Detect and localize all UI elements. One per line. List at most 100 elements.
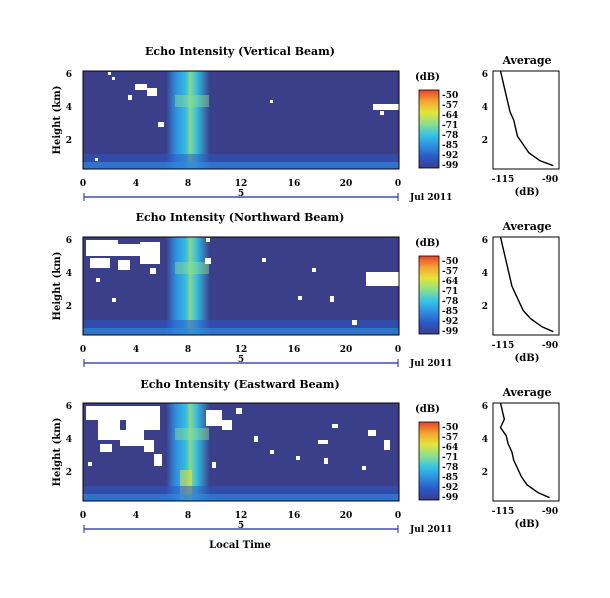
colorbar-tick: -99 (442, 327, 458, 337)
average-title: Average (501, 54, 551, 67)
x-tick: 4 (133, 511, 139, 521)
colorbar-unit: (dB) (415, 404, 440, 415)
y-tick: 4 (482, 269, 488, 279)
panel-title: Echo Intensity (Eastward Beam) (140, 378, 339, 391)
colorbar-tick: -99 (442, 161, 458, 171)
colorbar-tick: -50 (442, 91, 458, 101)
y-ticks: 2 4 6 (66, 402, 72, 478)
x-tick: -90 (542, 507, 558, 517)
average-title: Average (501, 220, 551, 233)
date-bar: 5 Jul 2011 (83, 521, 452, 535)
average-profile-line (499, 236, 554, 333)
colorbar-tick: -78 (442, 463, 458, 473)
x-tick: 0 (80, 511, 86, 521)
colorbar-tick: -85 (442, 307, 458, 317)
heatmap-area (82, 236, 400, 336)
x-tick: -90 (542, 175, 558, 185)
colorbar-tick: -50 (442, 257, 458, 267)
x-tick: 8 (185, 511, 191, 521)
x-tick: -115 (492, 175, 515, 185)
average-xlabel: (dB) (515, 187, 540, 198)
y-ticks: 2 4 6 (66, 70, 72, 146)
x-tick: 8 (185, 345, 191, 355)
colorbar-ticks: -50 -57 -64 -71 -78 -85 -92 -99 (442, 91, 458, 171)
colorbar: (dB) -50 -57 -64 -71 -78 -85 -92 -99 (415, 404, 458, 503)
colorbar-tick: -92 (442, 317, 458, 327)
y-tick: 2 (482, 302, 488, 312)
colorbar: (dB) -50 -57 -64 -71 -78 -85 -92 -99 (415, 72, 458, 171)
x-tick: 12 (235, 511, 248, 521)
x-tick: 16 (288, 511, 301, 521)
colorbar-unit: (dB) (415, 238, 440, 249)
colorbar-tick: -92 (442, 483, 458, 493)
colorbar-tick: -92 (442, 151, 458, 161)
colorbar-tick: -64 (442, 277, 458, 287)
colorbar-tick: -57 (442, 433, 458, 443)
x-tick: 0 (395, 179, 401, 189)
y-tick: 2 (482, 468, 488, 478)
colorbar-tick: -64 (442, 111, 458, 121)
y-tick: 6 (66, 236, 72, 246)
panel-title: Echo Intensity (Northward Beam) (136, 211, 345, 224)
date-label: Jul 2011 (409, 193, 452, 203)
average-profile: Average 6 4 2 -115 -90 (dB) (482, 386, 560, 530)
panel-title: Echo Intensity (Vertical Beam) (145, 45, 335, 58)
x-tick: 16 (288, 179, 301, 189)
panel-eastward: Echo Intensity (Eastward Beam) (52, 378, 560, 551)
colorbar-tick: -85 (442, 141, 458, 151)
date-bar-label: 5 (238, 189, 244, 199)
average-profile: Average 6 4 2 -115 -90 (dB) (482, 54, 560, 198)
date-bar-label: 5 (238, 355, 244, 365)
average-xlabel: (dB) (515, 353, 540, 364)
date-label: Jul 2011 (409, 359, 452, 369)
y-tick: 2 (482, 136, 488, 146)
y-tick: 4 (66, 435, 72, 445)
x-tick: 20 (340, 511, 353, 521)
y-axis-label: Height (km) (52, 252, 63, 321)
x-tick: 12 (235, 345, 248, 355)
y-axis-label: Height (km) (52, 418, 63, 487)
x-axis-label: Local Time (209, 540, 271, 551)
x-tick: 4 (133, 179, 139, 189)
average-title: Average (501, 386, 551, 399)
colorbar-tick: -99 (442, 493, 458, 503)
date-bar-label: 5 (238, 521, 244, 531)
x-ticks: 0 4 8 12 16 20 0 (80, 345, 401, 355)
x-tick: 20 (340, 345, 353, 355)
average-xlabel: (dB) (515, 519, 540, 530)
y-tick: 2 (66, 302, 72, 312)
y-tick: 4 (482, 435, 488, 445)
colorbar-tick: -71 (442, 121, 458, 131)
colorbar-tick: -85 (442, 473, 458, 483)
y-axis-label: Height (km) (52, 86, 63, 155)
colorbar-tick: -78 (442, 297, 458, 307)
y-ticks: 2 4 6 (66, 236, 72, 312)
y-tick: 6 (482, 236, 488, 246)
x-tick: -115 (492, 341, 515, 351)
date-bar: 5 Jul 2011 (83, 355, 452, 369)
x-tick: 20 (340, 179, 353, 189)
y-tick: 4 (482, 103, 488, 113)
y-tick: 4 (66, 269, 72, 279)
y-tick: 6 (66, 402, 72, 412)
panel-vertical: Echo Intensity (Vertical Beam) Height (k… (52, 45, 560, 203)
heatmap-area (82, 70, 400, 170)
x-tick: 8 (185, 179, 191, 189)
average-profile: Average 6 4 2 -115 -90 (dB) (482, 220, 560, 364)
panel-northward: Echo Intensity (Northward Beam) Height (… (52, 211, 560, 369)
data-gaps (86, 406, 390, 470)
x-ticks: 0 4 8 12 16 20 0 (80, 511, 401, 521)
date-bar: 5 Jul 2011 (83, 189, 452, 203)
y-tick: 2 (66, 136, 72, 146)
x-tick: 0 (395, 511, 401, 521)
colorbar-tick: -57 (442, 267, 458, 277)
x-tick: -115 (492, 507, 515, 517)
x-tick: 0 (80, 345, 86, 355)
data-gaps (86, 238, 399, 325)
average-profile-line (499, 70, 554, 167)
average-profile-line (499, 402, 550, 499)
colorbar: (dB) -50 -57 -64 -71 -78 -85 -92 -99 (415, 238, 458, 337)
colorbar-tick: -50 (442, 423, 458, 433)
x-ticks: 0 4 8 12 16 20 0 (80, 179, 401, 189)
